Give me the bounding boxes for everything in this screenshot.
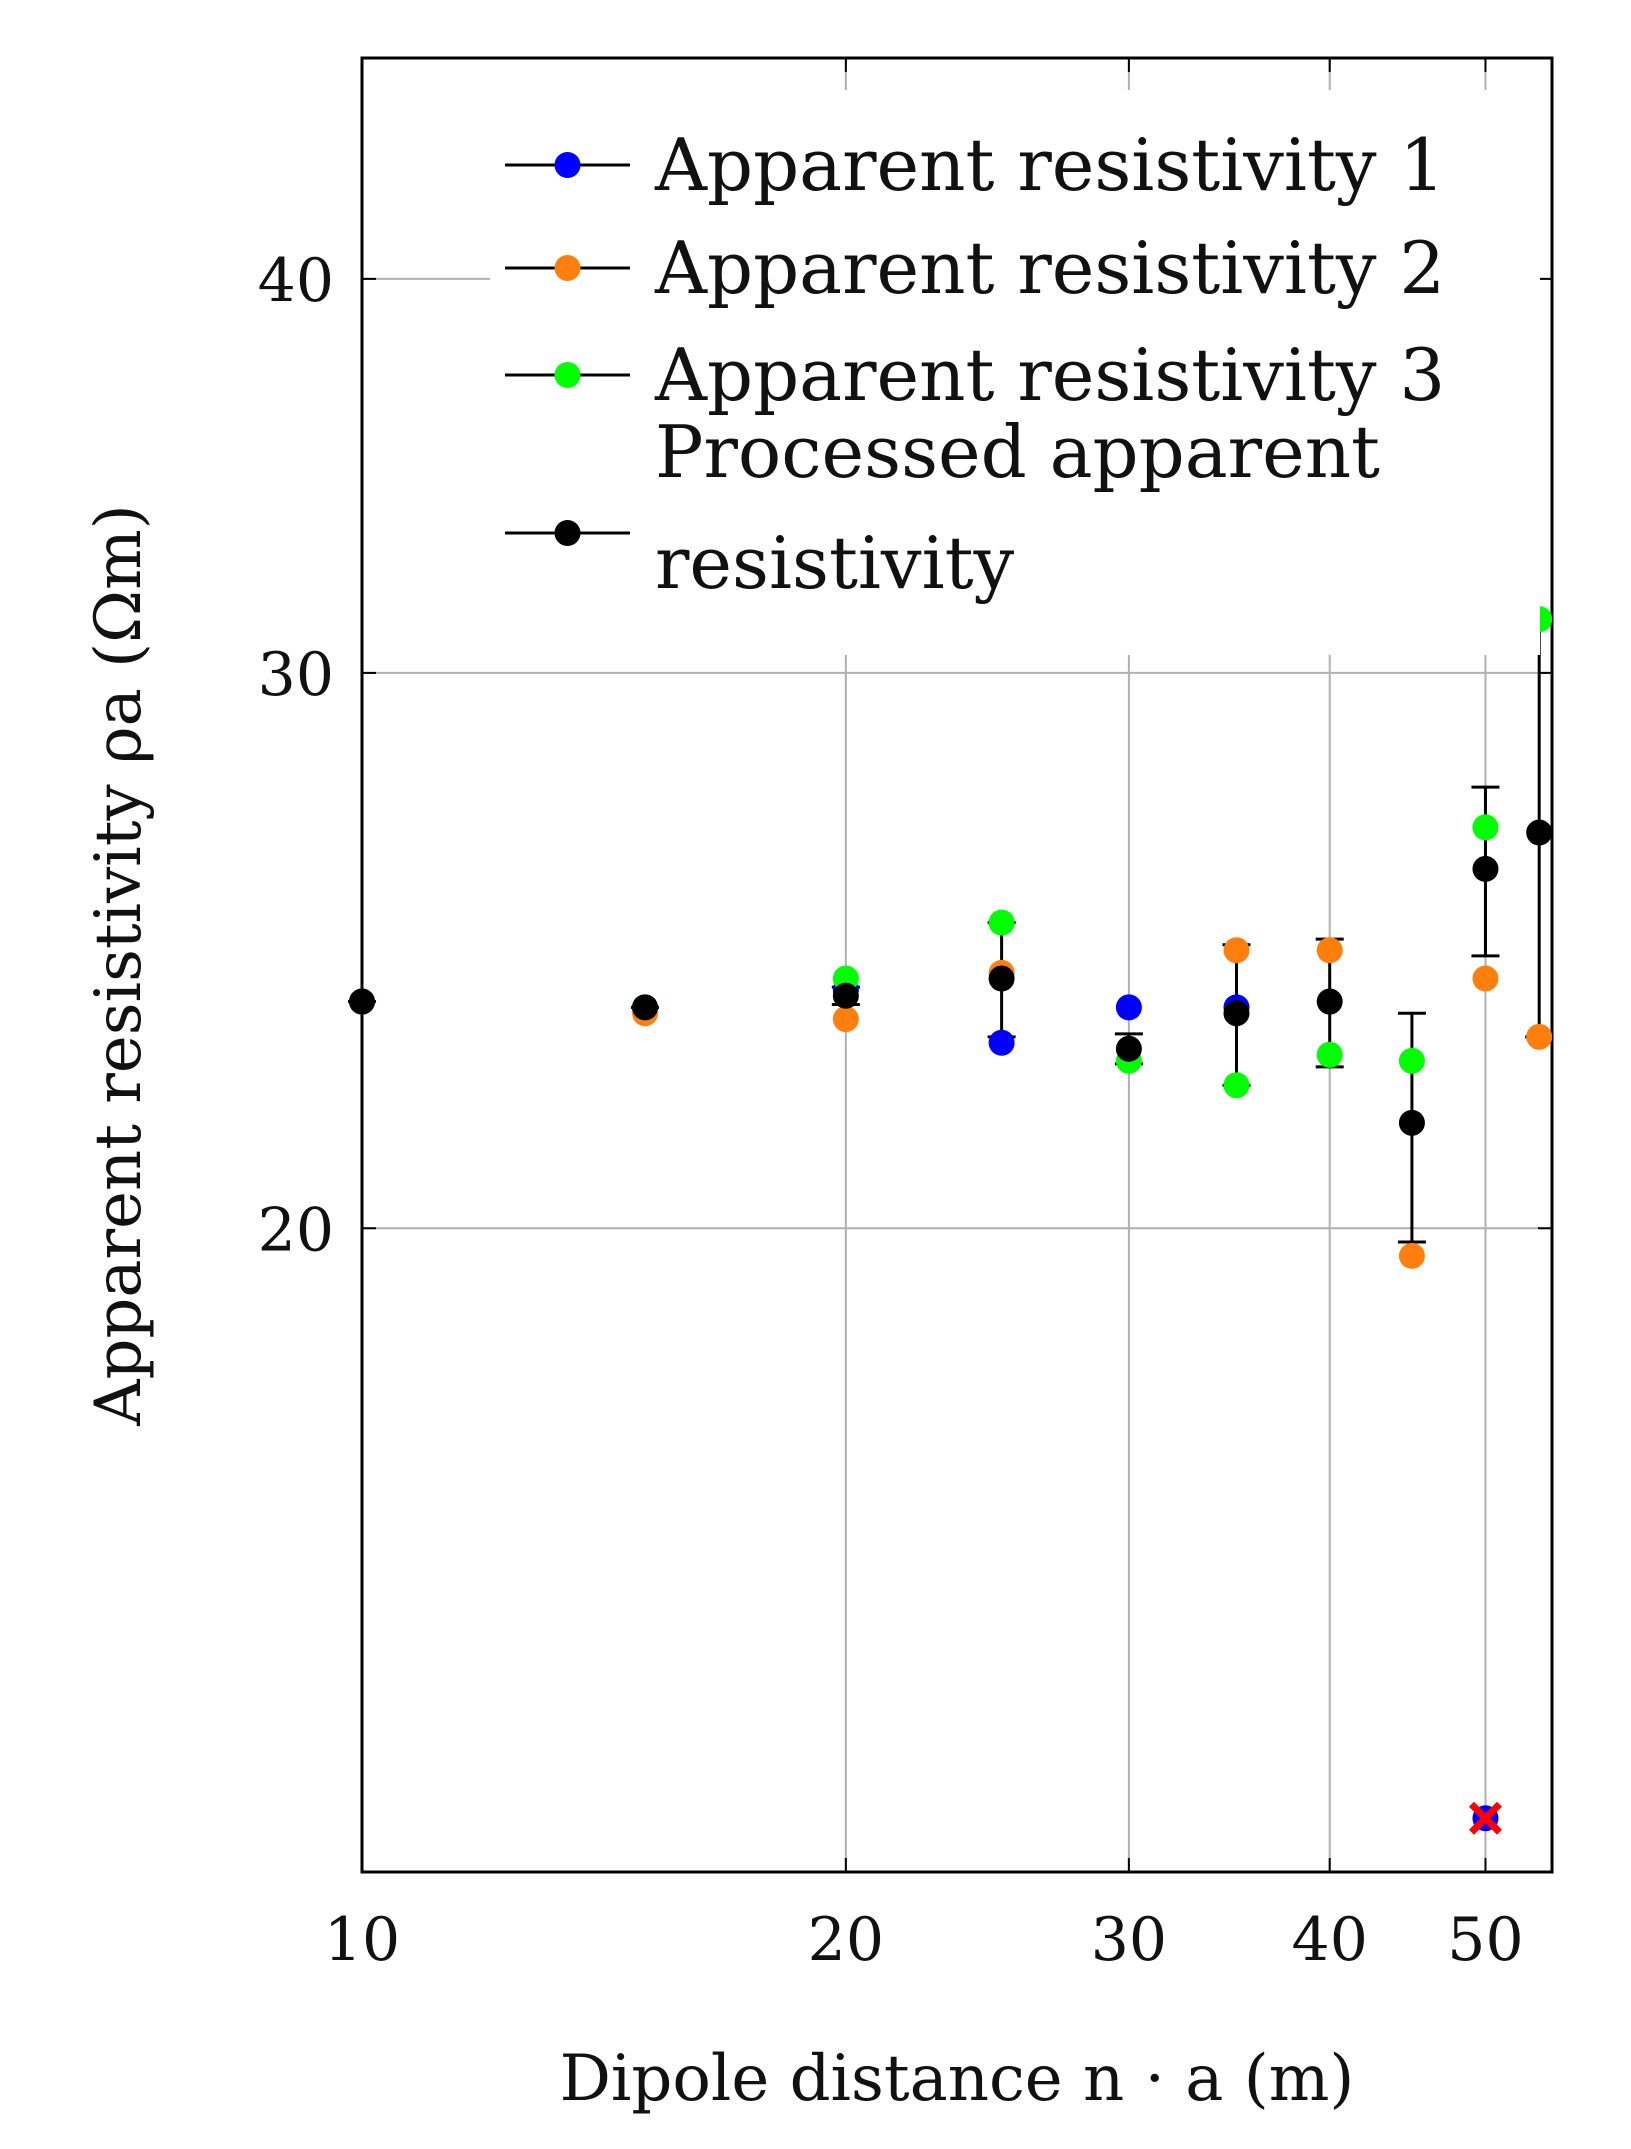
plot-area-frame	[360, 56, 1554, 1874]
error-bars	[348, 617, 1554, 1244]
data-point-series-3	[1472, 814, 1499, 841]
data-point-series-3	[988, 909, 1015, 936]
data-point-series-1	[1115, 994, 1142, 1021]
legend-marker	[554, 362, 581, 388]
x-axis-label: Dipole distance n · a (m)	[560, 2042, 1355, 2116]
y-tick-label: 30	[258, 640, 334, 710]
x-tick-label: 50	[1447, 1905, 1523, 1975]
data-point-series-3	[1398, 1047, 1425, 1074]
outlier-x-marker	[1468, 1801, 1502, 1835]
legend-label: Apparent resistivity 3	[654, 333, 1445, 417]
outlier-x-stroke	[1468, 1801, 1502, 1835]
data-point-series-3	[1223, 1072, 1250, 1099]
y-tick-label: 40	[258, 246, 334, 316]
data-point-series-2	[832, 1006, 859, 1033]
legend-label: Apparent resistivity 1	[654, 123, 1445, 207]
axis-ticks: 10 20 30 40 50 20 30 40	[258, 58, 1552, 1975]
data-point-series-4	[1316, 988, 1343, 1015]
y-axis-label: Apparent resistivity ρa (Ωm)	[82, 504, 156, 1427]
legend-background	[490, 90, 1540, 655]
data-point-series-2	[1526, 1023, 1553, 1050]
data-point-series-3	[1316, 1041, 1343, 1068]
data-point-series-1	[988, 1029, 1015, 1056]
data-point-series-4	[832, 982, 859, 1009]
legend-label: Processed apparent resistivity	[655, 410, 1380, 605]
data-point-series-4	[1115, 1035, 1142, 1062]
legend-marker	[554, 152, 581, 178]
data-point-series-4	[349, 988, 375, 1015]
data-points	[349, 606, 1553, 1835]
data-point-series-2	[1472, 965, 1499, 992]
legend-marker	[554, 255, 581, 281]
x-tick-label: 30	[1091, 1905, 1167, 1975]
x-tick-label: 40	[1292, 1905, 1368, 1975]
data-point-series-4	[632, 994, 659, 1021]
data-point-series-4	[1472, 855, 1499, 882]
x-tick-label: 20	[808, 1905, 884, 1975]
data-point-series-2	[1316, 937, 1343, 964]
y-tick-label: 20	[258, 1195, 334, 1265]
data-point-series-2	[1223, 937, 1250, 964]
x-tick-label: 10	[324, 1905, 400, 1975]
data-point-series-4	[1398, 1109, 1425, 1136]
data-point-series-4	[1526, 819, 1553, 846]
data-point-series-4	[1223, 1000, 1250, 1027]
data-point-series-4	[988, 965, 1015, 992]
legend-label: Apparent resistivity 2	[654, 226, 1445, 310]
legend: Apparent resistivity 1 Apparent resistivi…	[490, 90, 1540, 655]
data-point-series-2	[1398, 1242, 1425, 1269]
legend-marker	[554, 520, 581, 546]
